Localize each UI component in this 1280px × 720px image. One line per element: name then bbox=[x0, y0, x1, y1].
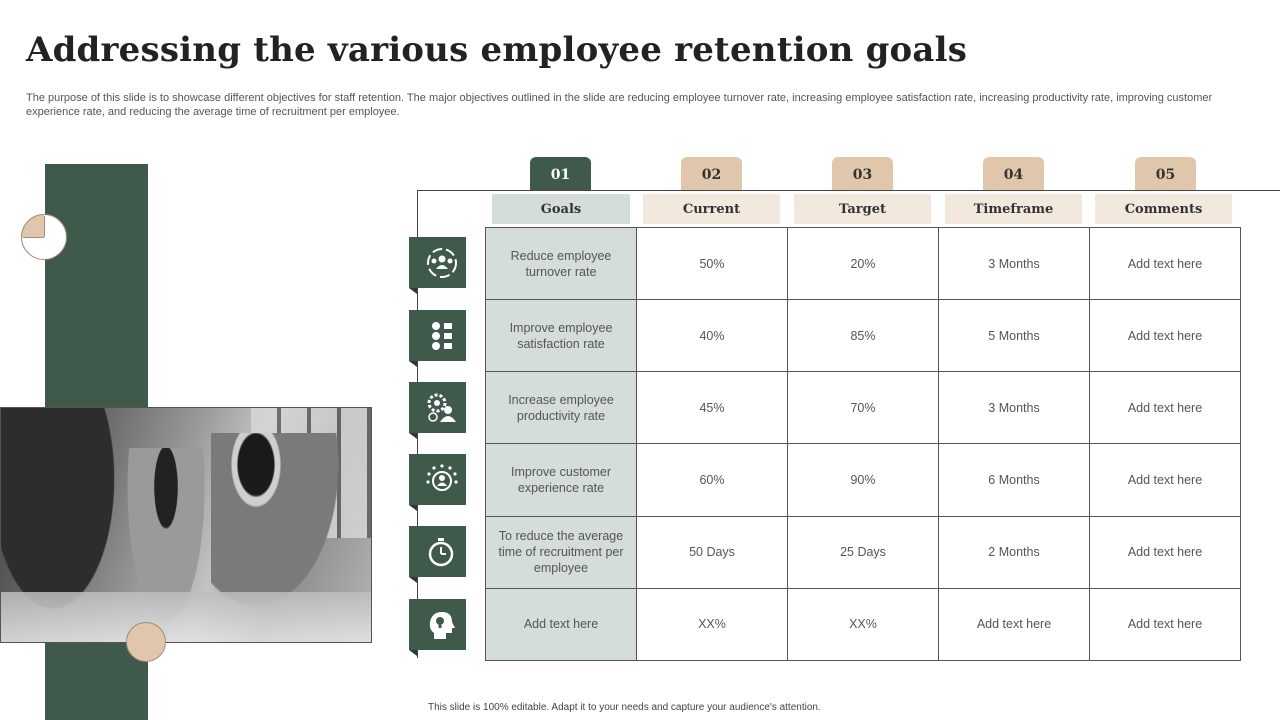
goal-cell: Improve customer experience rate bbox=[485, 443, 637, 517]
goal-cell: Reduce employee turnover rate bbox=[485, 226, 637, 301]
table-row: Increase employee productivity rate 45% … bbox=[485, 371, 1241, 445]
table-row: Reduce employee turnover rate 50% 20% 3 … bbox=[485, 226, 1241, 301]
table-row: To reduce the average time of recruitmen… bbox=[485, 515, 1241, 589]
header-timeframe: Timeframe bbox=[945, 194, 1082, 224]
column-tab-01: 01 bbox=[530, 157, 591, 190]
timeframe-cell: 5 Months bbox=[938, 299, 1090, 373]
quarter-pie-icon bbox=[21, 214, 67, 260]
current-cell: 50% bbox=[636, 226, 788, 301]
slide-description: The purpose of this slide is to showcase… bbox=[26, 92, 1213, 118]
gear-person-icon bbox=[409, 382, 466, 439]
team-meeting-photo bbox=[0, 407, 372, 643]
header-current: Current bbox=[643, 194, 780, 224]
current-cell: 60% bbox=[636, 443, 788, 517]
header-comments: Comments bbox=[1095, 194, 1232, 224]
timeframe-cell: 2 Months bbox=[938, 515, 1090, 589]
goal-cell: To reduce the average time of recruitmen… bbox=[485, 515, 637, 589]
retention-goals-table: Reduce employee turnover rate 50% 20% 3 … bbox=[485, 226, 1241, 662]
current-cell: 45% bbox=[636, 371, 788, 445]
target-cell: 90% bbox=[787, 443, 939, 517]
target-cell: 25 Days bbox=[787, 515, 939, 589]
header-target: Target bbox=[794, 194, 931, 224]
table-row: Improve customer experience rate 60% 90%… bbox=[485, 443, 1241, 517]
current-cell: 40% bbox=[636, 299, 788, 373]
timeframe-cell: 3 Months bbox=[938, 226, 1090, 301]
table-frame-top bbox=[417, 190, 1280, 191]
timeframe-cell: Add text here bbox=[938, 587, 1090, 662]
goal-cell: Increase employee productivity rate bbox=[485, 371, 637, 445]
column-tab-04: 04 bbox=[983, 157, 1044, 190]
comments-cell: Add text here bbox=[1089, 587, 1241, 662]
comments-cell: Add text here bbox=[1089, 443, 1241, 517]
beige-circle-decoration bbox=[126, 622, 166, 662]
column-tab-02: 02 bbox=[681, 157, 742, 190]
comments-cell: Add text here bbox=[1089, 226, 1241, 301]
comments-cell: Add text here bbox=[1089, 371, 1241, 445]
comments-cell: Add text here bbox=[1089, 299, 1241, 373]
timeframe-cell: 3 Months bbox=[938, 371, 1090, 445]
target-cell: XX% bbox=[787, 587, 939, 662]
timeframe-cell: 6 Months bbox=[938, 443, 1090, 517]
goal-cell: Add text here bbox=[485, 587, 637, 662]
column-tab-03: 03 bbox=[832, 157, 893, 190]
target-cell: 85% bbox=[787, 299, 939, 373]
column-tab-05: 05 bbox=[1135, 157, 1196, 190]
feedback-faces-icon bbox=[409, 310, 466, 367]
goal-cell: Improve employee satisfaction rate bbox=[485, 299, 637, 373]
header-goals: Goals bbox=[492, 194, 630, 224]
target-cell: 20% bbox=[787, 226, 939, 301]
comments-cell: Add text here bbox=[1089, 515, 1241, 589]
table-row: Add text here XX% XX% Add text here Add … bbox=[485, 587, 1241, 662]
target-cell: 70% bbox=[787, 371, 939, 445]
star-customer-icon bbox=[409, 454, 466, 511]
table-row: Improve employee satisfaction rate 40% 8… bbox=[485, 299, 1241, 373]
current-cell: XX% bbox=[636, 587, 788, 662]
stopwatch-icon bbox=[409, 526, 466, 583]
team-cycle-icon bbox=[409, 237, 466, 294]
page-title: Addressing the various employee retentio… bbox=[26, 30, 968, 70]
current-cell: 50 Days bbox=[636, 515, 788, 589]
footer-note: This slide is 100% editable. Adapt it to… bbox=[428, 702, 821, 713]
head-bulb-icon bbox=[409, 599, 466, 656]
